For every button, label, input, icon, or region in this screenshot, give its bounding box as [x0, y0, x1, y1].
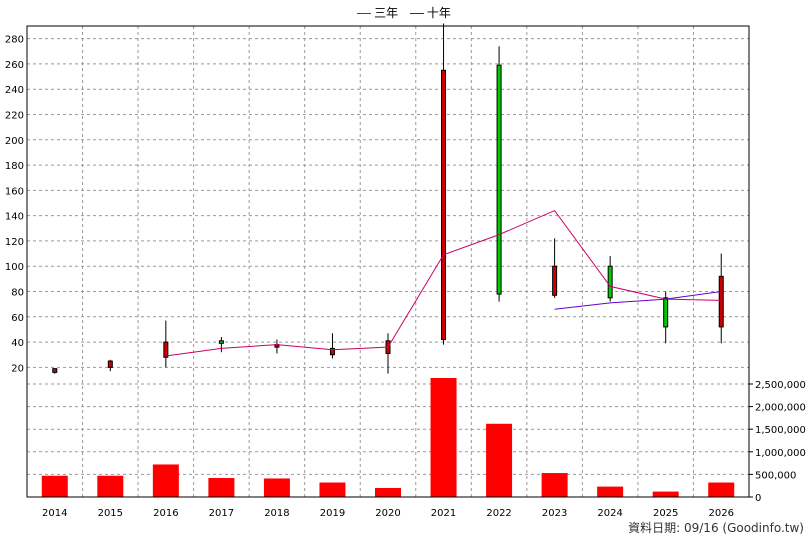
plot-frame: [26, 25, 750, 498]
legend-swatch-10yr: [409, 13, 424, 14]
price-tick-label: 100: [5, 262, 24, 273]
volume-tick-label: 0: [755, 493, 761, 504]
volume-tick-label: 1,500,000: [755, 425, 806, 436]
year-tick-label: 2014: [42, 508, 67, 519]
price-tick-label: 280: [5, 35, 24, 46]
candle-body: [218, 340, 224, 344]
legend-label-10yr: 十年: [426, 6, 451, 20]
price-tick-label: 200: [5, 136, 24, 147]
volume-bar: [97, 475, 124, 497]
volume-bar: [263, 478, 290, 497]
volume-bar: [708, 482, 735, 497]
legend-swatch-3yr: [357, 13, 372, 14]
volume-bar: [430, 378, 457, 497]
year-tick-label: 2017: [209, 508, 234, 519]
price-tick-label: 60: [11, 313, 24, 324]
volume-tick-label: 2,000,000: [755, 403, 806, 414]
volume-bar: [597, 486, 624, 497]
volume-bar: [152, 464, 179, 497]
candle-body: [163, 341, 169, 358]
price-tick-label: 240: [5, 85, 24, 96]
candle-body: [663, 297, 669, 328]
legend-item-3yr: 三年: [357, 4, 398, 21]
price-tick-label: 140: [5, 212, 24, 223]
volume-bar: [208, 478, 235, 497]
price-tick-label: 120: [5, 237, 24, 248]
year-tick-label: 2026: [709, 508, 734, 519]
volume-bar: [319, 482, 346, 497]
volume-bar: [541, 473, 568, 497]
year-tick-label: 2025: [653, 508, 678, 519]
price-tick-label: 220: [5, 111, 24, 122]
candle-body: [441, 69, 447, 341]
ma-line-10yr: [554, 291, 722, 310]
volume-bar: [375, 487, 401, 497]
year-tick-label: 2018: [264, 508, 289, 519]
volume-tick-label: 1,000,000: [755, 448, 806, 459]
volume-tick-label: 2,500,000: [755, 380, 806, 391]
year-tick-label: 2024: [597, 508, 622, 519]
year-tick-label: 2023: [542, 508, 567, 519]
legend-label-3yr: 三年: [374, 6, 399, 20]
volume-bar: [486, 423, 513, 497]
legend-item-10yr: 十年: [409, 4, 451, 21]
candle-body: [329, 347, 335, 356]
price-tick-label: 180: [5, 161, 24, 172]
plot-frame-border: [26, 25, 750, 498]
candle-body: [718, 275, 724, 328]
year-tick-label: 2015: [98, 508, 123, 519]
year-tick-label: 2021: [431, 508, 456, 519]
year-tick-label: 2019: [320, 508, 345, 519]
ma-line-3yr: [165, 209, 722, 357]
year-tick-label: 2022: [486, 508, 511, 519]
price-tick-label: 260: [5, 60, 24, 71]
year-tick-label: 2016: [153, 508, 178, 519]
candle-body: [552, 265, 558, 296]
volume-bar: [652, 491, 679, 497]
data-source-note: 資料日期: 09/16 (Goodinfo.tw): [628, 521, 804, 535]
chart-legend: 三年 十年: [0, 4, 808, 21]
price-tick-label: 40: [11, 338, 24, 349]
price-tick-label: 20: [11, 363, 24, 374]
volume-tick-label: 500,000: [755, 470, 796, 481]
candle-body: [107, 360, 113, 368]
price-tick-label: 160: [5, 186, 24, 197]
year-tick-label: 2020: [375, 508, 400, 519]
price-tick-label: 80: [11, 288, 24, 299]
candle-body: [52, 368, 58, 373]
candle-body: [496, 64, 502, 295]
candle-body: [607, 265, 613, 299]
volume-bar: [41, 475, 68, 497]
